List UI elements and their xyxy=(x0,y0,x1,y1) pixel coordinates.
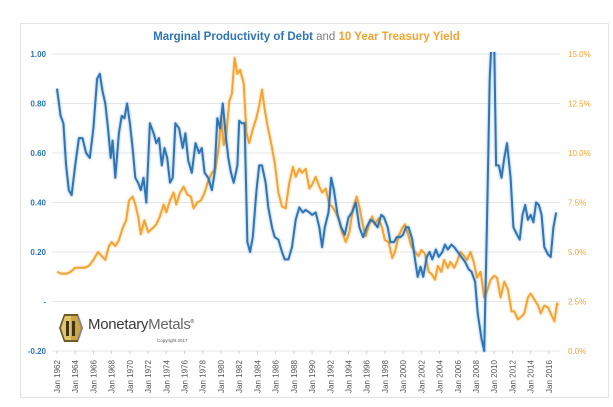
x-tick-label: Jan 1966 xyxy=(89,360,98,393)
y-right-tick-label: 0.0% xyxy=(568,347,586,356)
x-tick-label: Jan 1990 xyxy=(308,360,317,393)
x-tick-label: Jan 2002 xyxy=(417,360,426,393)
x-axis: Jan 1962 Jan 1964 Jan 1966 Jan 1968 Jan 1970… xyxy=(53,351,554,393)
y-right-tick-label: 7.5% xyxy=(568,199,586,208)
x-tick-label: Jan 2000 xyxy=(399,360,408,393)
x-tick-label: Jan 1972 xyxy=(144,360,153,393)
y-right-tick-label: 10.0% xyxy=(568,149,591,158)
y-axis-right: 15.0% 12.5% 10.0% 7.5% 5.0% 2.5% 0.0% xyxy=(568,50,591,356)
y-right-tick-label: 2.5% xyxy=(568,298,586,307)
chart-title: Marginal Productivity of Debt and 10 Yea… xyxy=(0,31,613,43)
y-axis-left: 1.00 0.80 0.60 0.40 0.20 - -0.20 xyxy=(28,50,47,356)
x-tick-label: Jan 2014 xyxy=(527,360,536,393)
x-tick-label: Jan 1992 xyxy=(326,360,335,393)
x-tick-label: Jan 1978 xyxy=(199,360,208,393)
x-tick-label: Jan 2008 xyxy=(472,360,481,393)
y-left-tick-label: 0.40 xyxy=(30,199,46,208)
x-tick-label: Jan 1968 xyxy=(108,360,117,393)
logo-text: MonetaryMetals® xyxy=(88,316,194,333)
title-and: and xyxy=(312,31,339,43)
x-tick-label: Jan 2012 xyxy=(508,360,517,393)
x-tick-label: Jan 1986 xyxy=(272,360,281,393)
copyright-text: Copyright 2017 xyxy=(157,338,188,343)
series-lines xyxy=(55,52,560,353)
x-tick-label: Jan 1998 xyxy=(381,360,390,393)
x-tick-label: Jan 1982 xyxy=(235,360,244,393)
x-tick-label: Jan 1962 xyxy=(53,360,62,393)
y-left-tick-label: -0.20 xyxy=(28,347,47,356)
x-tick-label: Jan 1980 xyxy=(217,360,226,393)
y-right-tick-label: 15.0% xyxy=(568,50,591,59)
x-tick-label: Jan 2010 xyxy=(490,360,499,393)
y-left-tick-label: 0.80 xyxy=(30,100,46,109)
x-tick-label: Jan 1994 xyxy=(344,360,353,393)
mpd-line xyxy=(56,52,558,352)
y-left-tick-label: - xyxy=(43,298,46,307)
x-tick-label: Jan 1984 xyxy=(253,360,262,393)
x-tick-label: Jan 1988 xyxy=(290,360,299,393)
y-right-tick-label: 12.5% xyxy=(568,100,591,109)
y-left-tick-label: 0.20 xyxy=(30,248,46,257)
x-tick-label: Jan 2004 xyxy=(436,360,445,393)
title-treasury: 10 Year Treasury Yield xyxy=(338,31,460,43)
x-tick-label: Jan 1964 xyxy=(71,360,80,393)
y-right-tick-label: 5.0% xyxy=(568,248,586,257)
y-left-tick-label: 0.60 xyxy=(30,149,46,158)
logo-metals: Metals xyxy=(148,316,191,333)
x-tick-label: Jan 2016 xyxy=(545,360,554,393)
y-left-tick-label: 1.00 xyxy=(30,50,46,59)
title-mpd: Marginal Productivity of Debt xyxy=(153,31,313,43)
x-tick-label: Jan 1974 xyxy=(162,360,171,393)
x-tick-label: Jan 1970 xyxy=(126,360,135,393)
logo-monetary: Monetary xyxy=(88,316,149,333)
series-mpd xyxy=(55,52,559,353)
x-tick-label: Jan 2006 xyxy=(454,360,463,393)
x-tick-label: Jan 1996 xyxy=(363,360,372,393)
x-tick-label: Jan 1976 xyxy=(181,360,190,393)
series-treasury-yield xyxy=(56,56,560,324)
treasury-yield-line xyxy=(56,57,559,323)
registered-mark: ® xyxy=(190,319,195,325)
